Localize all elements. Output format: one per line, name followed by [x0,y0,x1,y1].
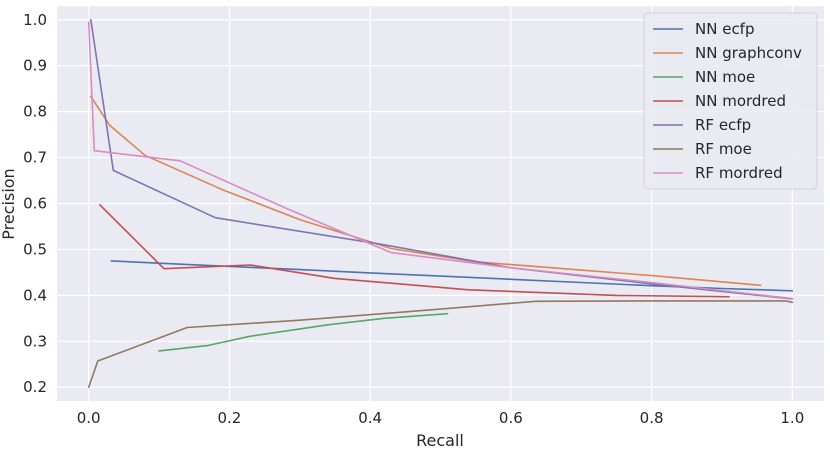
series-line-rf-mordred [87,21,794,300]
y-axis-label: Precision [0,168,18,239]
x-axis-label: Recall [416,431,464,450]
legend-entry-label: NN moe [695,68,755,86]
y-tick-label: 0.7 [23,149,47,167]
series-lines [87,18,794,389]
legend: NN ecfp NN graphconv NN moe NN mordred RF ec… [643,12,818,190]
x-tick-label: 0.2 [217,409,241,427]
y-tick-labels: 0.2 0.3 0.4 0.5 0.6 0.7 0.8 0.9 1.0 [23,11,47,396]
legend-entry-label: RF mordred [695,164,783,182]
x-tick-label: 0.0 [77,409,101,427]
x-tick-labels: 0.0 0.2 0.4 0.6 0.8 1.0 [77,409,805,427]
legend-box [643,12,818,190]
y-tick-label: 0.4 [23,286,47,304]
x-tick-label: 1.0 [780,409,804,427]
y-tick-label: 0.9 [23,57,47,75]
series-line-rf-ecfp [90,18,794,300]
legend-entry-label: RF moe [695,140,752,158]
x-tick-label: 0.6 [499,409,523,427]
grid-lines [57,6,824,401]
series-line-nn-mordred [99,204,730,298]
legend-entry-label: RF ecfp [695,116,751,134]
y-tick-label: 0.8 [23,103,47,121]
x-tick-label: 0.4 [358,409,382,427]
legend-entry-label: NN ecfp [695,20,755,38]
x-tick-label: 0.8 [640,409,664,427]
y-tick-label: 0.5 [23,240,47,258]
y-tick-label: 0.3 [23,332,47,350]
series-line-rf-moe [87,300,794,389]
legend-entry-label: NN mordred [695,92,786,110]
y-tick-label: 0.6 [23,195,47,213]
legend-entry-label: NN graphconv [695,44,802,62]
y-tick-label: 0.2 [23,378,47,396]
y-tick-label: 1.0 [23,11,47,29]
series-line-nn-moe [158,312,449,352]
